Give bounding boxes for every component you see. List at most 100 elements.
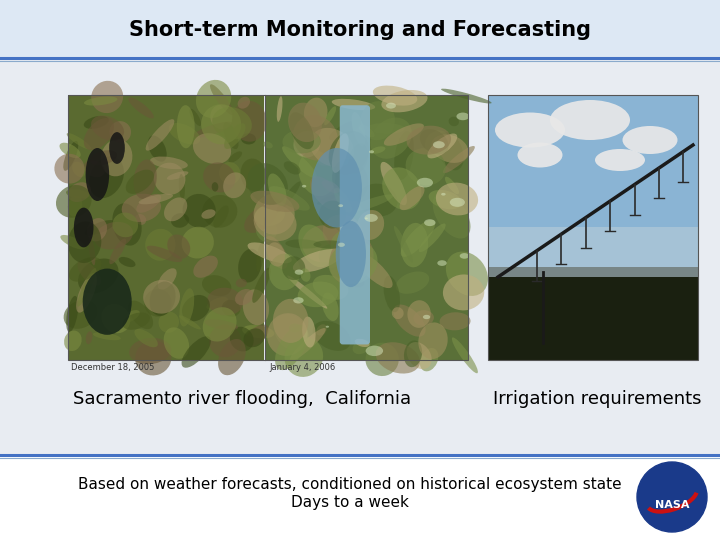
- Ellipse shape: [274, 314, 309, 351]
- Text: December 18, 2005: December 18, 2005: [71, 363, 154, 372]
- Ellipse shape: [294, 269, 303, 275]
- Ellipse shape: [312, 321, 351, 351]
- Ellipse shape: [268, 173, 287, 206]
- Ellipse shape: [365, 218, 368, 219]
- Ellipse shape: [316, 325, 327, 335]
- Ellipse shape: [120, 310, 140, 323]
- Ellipse shape: [69, 257, 102, 282]
- Ellipse shape: [135, 341, 171, 375]
- Ellipse shape: [68, 182, 91, 202]
- Ellipse shape: [90, 150, 117, 165]
- Ellipse shape: [446, 252, 488, 296]
- Ellipse shape: [84, 118, 114, 150]
- Ellipse shape: [212, 107, 252, 139]
- Ellipse shape: [63, 141, 78, 171]
- Ellipse shape: [77, 268, 96, 307]
- Ellipse shape: [413, 310, 434, 326]
- Ellipse shape: [56, 185, 91, 218]
- Ellipse shape: [128, 301, 153, 329]
- Ellipse shape: [210, 105, 233, 129]
- Ellipse shape: [384, 276, 400, 312]
- Ellipse shape: [63, 300, 97, 329]
- Ellipse shape: [366, 343, 399, 376]
- Ellipse shape: [276, 96, 282, 122]
- Ellipse shape: [351, 112, 366, 146]
- Ellipse shape: [129, 338, 171, 364]
- Ellipse shape: [119, 257, 135, 267]
- Bar: [68, 95, 468, 360]
- Ellipse shape: [392, 307, 404, 319]
- Ellipse shape: [219, 162, 240, 185]
- Ellipse shape: [329, 234, 374, 285]
- Ellipse shape: [440, 312, 471, 330]
- Ellipse shape: [353, 339, 370, 354]
- Ellipse shape: [55, 154, 84, 184]
- Ellipse shape: [230, 327, 253, 352]
- Text: Based on weather forecasts, conditioned on historical ecosystem state: Based on weather forecasts, conditioned …: [78, 477, 622, 492]
- Ellipse shape: [181, 227, 214, 259]
- Ellipse shape: [332, 159, 368, 201]
- Ellipse shape: [189, 109, 201, 126]
- Ellipse shape: [112, 204, 142, 246]
- Ellipse shape: [423, 315, 430, 319]
- Ellipse shape: [424, 219, 436, 226]
- Ellipse shape: [332, 133, 348, 173]
- Bar: [488, 227, 698, 277]
- Ellipse shape: [293, 115, 338, 160]
- Ellipse shape: [109, 239, 126, 264]
- Ellipse shape: [518, 143, 562, 167]
- Ellipse shape: [183, 194, 216, 228]
- Ellipse shape: [72, 161, 86, 177]
- Ellipse shape: [408, 300, 431, 328]
- Circle shape: [637, 462, 707, 532]
- Ellipse shape: [251, 191, 300, 212]
- Ellipse shape: [223, 122, 238, 149]
- Bar: [488, 95, 698, 360]
- Ellipse shape: [298, 225, 331, 267]
- Ellipse shape: [282, 130, 320, 153]
- Ellipse shape: [253, 204, 297, 241]
- Ellipse shape: [218, 339, 246, 375]
- Ellipse shape: [299, 150, 336, 196]
- Ellipse shape: [91, 116, 124, 140]
- Ellipse shape: [369, 150, 374, 153]
- Ellipse shape: [122, 194, 161, 222]
- Ellipse shape: [443, 274, 485, 310]
- Ellipse shape: [386, 103, 396, 109]
- Ellipse shape: [177, 105, 194, 148]
- Ellipse shape: [405, 148, 446, 185]
- Ellipse shape: [282, 146, 317, 178]
- Ellipse shape: [243, 289, 269, 325]
- Ellipse shape: [102, 304, 130, 333]
- Ellipse shape: [425, 131, 449, 154]
- Ellipse shape: [196, 80, 231, 118]
- Text: Short-term Monitoring and Forecasting: Short-term Monitoring and Forecasting: [129, 20, 591, 40]
- Ellipse shape: [244, 204, 278, 233]
- Ellipse shape: [428, 190, 462, 209]
- Ellipse shape: [341, 255, 361, 278]
- Ellipse shape: [150, 281, 176, 316]
- Ellipse shape: [145, 229, 176, 261]
- Ellipse shape: [289, 323, 301, 333]
- Ellipse shape: [222, 300, 240, 316]
- Ellipse shape: [101, 139, 132, 177]
- Ellipse shape: [393, 305, 426, 336]
- Ellipse shape: [66, 296, 78, 332]
- Ellipse shape: [595, 149, 645, 171]
- Ellipse shape: [282, 256, 305, 280]
- Ellipse shape: [334, 188, 352, 213]
- Ellipse shape: [384, 123, 424, 146]
- Ellipse shape: [86, 331, 92, 344]
- Bar: [488, 95, 698, 267]
- Ellipse shape: [181, 336, 211, 368]
- Ellipse shape: [401, 220, 435, 257]
- Ellipse shape: [336, 221, 366, 287]
- Ellipse shape: [400, 186, 425, 210]
- Ellipse shape: [112, 213, 138, 237]
- Ellipse shape: [91, 81, 123, 113]
- Ellipse shape: [348, 144, 368, 174]
- Ellipse shape: [193, 133, 231, 164]
- Ellipse shape: [322, 293, 338, 321]
- Ellipse shape: [248, 242, 292, 264]
- Ellipse shape: [329, 131, 369, 175]
